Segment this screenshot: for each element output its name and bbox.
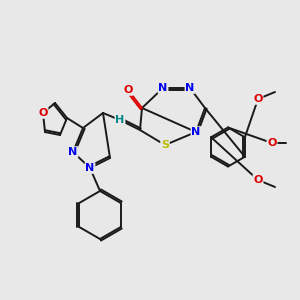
Text: N: N (85, 163, 94, 173)
Text: S: S (161, 140, 169, 150)
Text: H: H (116, 115, 124, 125)
Text: O: O (123, 85, 133, 95)
Text: O: O (38, 108, 48, 118)
Text: O: O (253, 175, 263, 185)
Text: N: N (191, 127, 201, 137)
Text: O: O (253, 94, 263, 104)
Text: N: N (68, 147, 78, 157)
Text: N: N (185, 83, 195, 93)
Text: O: O (267, 138, 277, 148)
Text: N: N (158, 83, 168, 93)
